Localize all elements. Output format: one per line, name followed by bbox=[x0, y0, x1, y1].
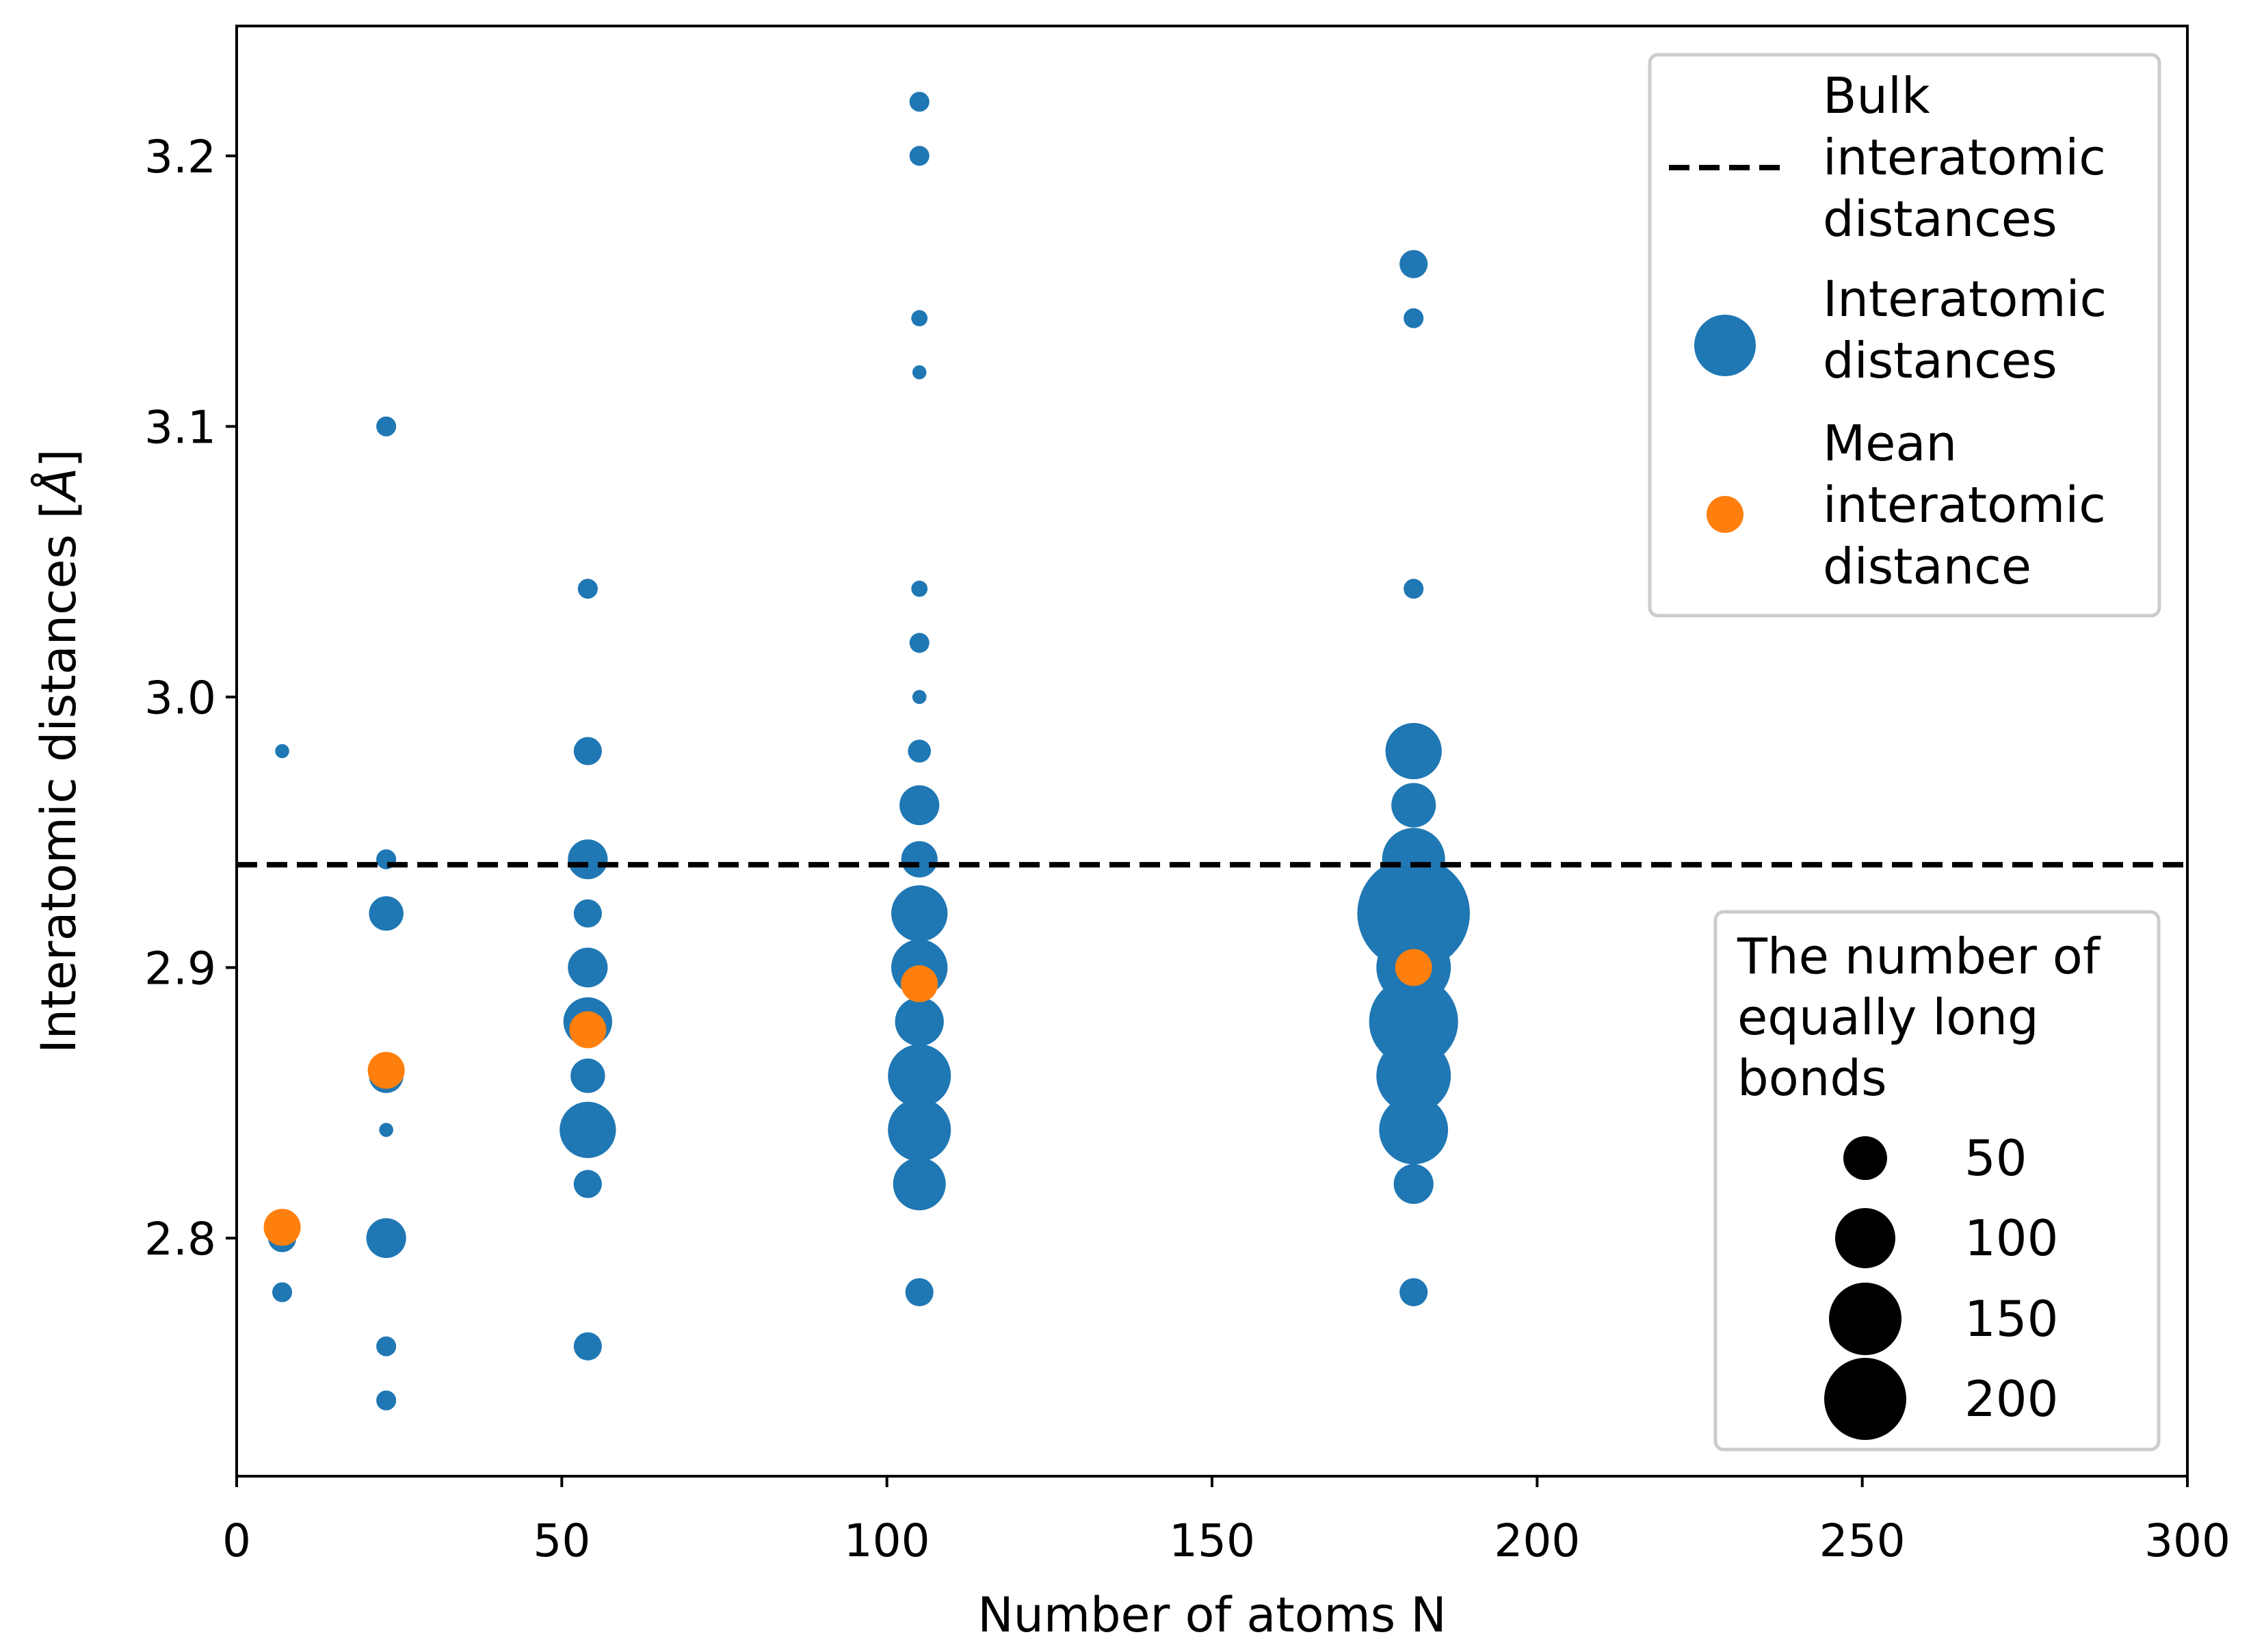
main-legend: Bulk interatomic distances Interatomic d… bbox=[1648, 53, 2161, 618]
size-legend-marker-50 bbox=[1843, 1136, 1887, 1180]
interatomic-distance-point-5 bbox=[369, 896, 404, 931]
interatomic-distance-point-37 bbox=[905, 1278, 934, 1307]
interatomic-distance-point-14 bbox=[573, 899, 602, 928]
mean-distance-point-1 bbox=[367, 1051, 405, 1089]
interatomic-distance-point-0 bbox=[275, 744, 289, 759]
legend-mean-label: Mean interatomic distance bbox=[1823, 415, 2122, 595]
size-legend-title: The number of equally long bonds bbox=[1737, 928, 2116, 1107]
x-axis-ticks: 0 50 100 150 200 250 300 bbox=[222, 1476, 2230, 1567]
interatomic-distance-point-20 bbox=[573, 1332, 602, 1361]
size-legend-marker-100 bbox=[1835, 1208, 1895, 1268]
interatomic-distance-point-30 bbox=[901, 841, 938, 878]
interatomic-distance-point-27 bbox=[912, 690, 927, 705]
y-tick-label-3.2: 3.2 bbox=[144, 131, 216, 183]
y-axis-label: Interatomic distances [Å] bbox=[31, 449, 87, 1053]
interatomic-distance-point-13 bbox=[568, 839, 608, 880]
x-tick-label-100: 100 bbox=[844, 1515, 930, 1567]
interatomic-distance-point-34 bbox=[888, 1044, 951, 1107]
main-legend-box bbox=[1648, 53, 2161, 618]
interatomic-distance-point-19 bbox=[573, 1170, 602, 1198]
interatomic-distance-point-17 bbox=[570, 1058, 605, 1093]
size-legend-label-150: 150 bbox=[1964, 1290, 2058, 1348]
interatomic-distance-point-2 bbox=[272, 1282, 293, 1302]
interatomic-distance-point-47 bbox=[1376, 1038, 1451, 1114]
y-axis-ticks: 2.8 2.9 3.0 3.1 3.2 bbox=[144, 131, 237, 1266]
x-tick-label-200: 200 bbox=[1494, 1515, 1580, 1567]
interatomic-distance-point-10 bbox=[376, 1390, 397, 1411]
mean-distance-point-2 bbox=[569, 1011, 607, 1049]
data-marks bbox=[263, 92, 1471, 1411]
interatomic-distance-point-46 bbox=[1369, 977, 1458, 1066]
size-legend-marker-200 bbox=[1824, 1358, 1906, 1440]
size-legend-label-100: 100 bbox=[1964, 1209, 2058, 1267]
interatomic-distance-point-49 bbox=[1393, 1164, 1434, 1204]
legend-interatomic-label: Interatomic distances bbox=[1823, 270, 2122, 389]
size-legend-label-200: 200 bbox=[1964, 1370, 2058, 1428]
interatomic-distance-point-18 bbox=[560, 1101, 616, 1158]
interatomic-distance-point-41 bbox=[1385, 722, 1442, 780]
interatomic-distance-point-42 bbox=[1391, 783, 1436, 828]
mean-distance-point-3 bbox=[901, 965, 938, 1003]
size-legend-marker-150 bbox=[1829, 1283, 1901, 1355]
x-axis-label: Number of atoms N bbox=[977, 1587, 1447, 1643]
mean-distance-point-4 bbox=[1395, 949, 1432, 986]
interatomic-distance-point-33 bbox=[895, 997, 944, 1047]
interatomic-distance-point-15 bbox=[568, 947, 608, 988]
interatomic-distance-point-35 bbox=[888, 1098, 951, 1162]
interatomic-distance-point-12 bbox=[573, 737, 602, 765]
interatomic-distance-point-38 bbox=[1399, 250, 1428, 278]
interatomic-distance-point-31 bbox=[891, 885, 948, 942]
interatomic-distance-point-22 bbox=[909, 146, 930, 166]
y-axis-label-unit: Å bbox=[31, 467, 87, 503]
interatomic-distance-point-9 bbox=[376, 1336, 397, 1356]
y-tick-label-3.1: 3.1 bbox=[144, 401, 216, 454]
x-tick-label-150: 150 bbox=[1169, 1515, 1255, 1567]
legend-interatomic-marker bbox=[1694, 315, 1756, 376]
x-tick-label-50: 50 bbox=[533, 1515, 590, 1567]
x-tick-label-0: 0 bbox=[222, 1515, 251, 1567]
interatomic-distance-point-3 bbox=[376, 416, 397, 436]
mean-distance-point-0 bbox=[263, 1209, 301, 1246]
interatomic-distance-point-40 bbox=[1404, 579, 1424, 599]
x-tick-label-300: 300 bbox=[2144, 1515, 2230, 1567]
y-tick-label-2.9: 2.9 bbox=[144, 942, 216, 995]
interatomic-distance-point-11 bbox=[577, 579, 598, 599]
interatomic-distance-point-48 bbox=[1379, 1095, 1449, 1165]
y-tick-label-3.0: 3.0 bbox=[144, 672, 216, 724]
interatomic-distance-point-24 bbox=[912, 365, 927, 380]
legend-bulk-label: Bulk interatomic distances bbox=[1823, 67, 2122, 248]
interatomic-distance-point-25 bbox=[911, 580, 928, 597]
interatomic-distance-point-23 bbox=[911, 310, 928, 327]
interatomic-distance-point-7 bbox=[379, 1123, 393, 1138]
interatomic-distance-point-29 bbox=[899, 785, 940, 826]
y-tick-label-2.8: 2.8 bbox=[144, 1213, 216, 1266]
size-legend-box bbox=[1713, 910, 2161, 1452]
interatomic-distance-point-8 bbox=[366, 1218, 406, 1259]
y-axis-label-main: Interatomic distances [ bbox=[31, 500, 87, 1053]
interatomic-distance-point-28 bbox=[908, 739, 931, 763]
interatomic-distance-point-44 bbox=[1357, 857, 1471, 970]
legend-mean-marker bbox=[1707, 496, 1743, 533]
interatomic-distance-point-39 bbox=[1404, 308, 1424, 328]
interatomic-distance-point-21 bbox=[909, 92, 930, 112]
interatomic-distance-point-50 bbox=[1399, 1278, 1428, 1307]
size-legend: The number of equally long bonds 50 100 … bbox=[1713, 910, 2161, 1452]
y-axis-label-close: ] bbox=[31, 449, 87, 467]
interatomic-distance-point-26 bbox=[909, 633, 930, 653]
x-tick-label-250: 250 bbox=[1819, 1515, 1906, 1567]
interatomic-distance-point-36 bbox=[893, 1157, 946, 1211]
size-legend-label-50: 50 bbox=[1964, 1129, 2027, 1187]
